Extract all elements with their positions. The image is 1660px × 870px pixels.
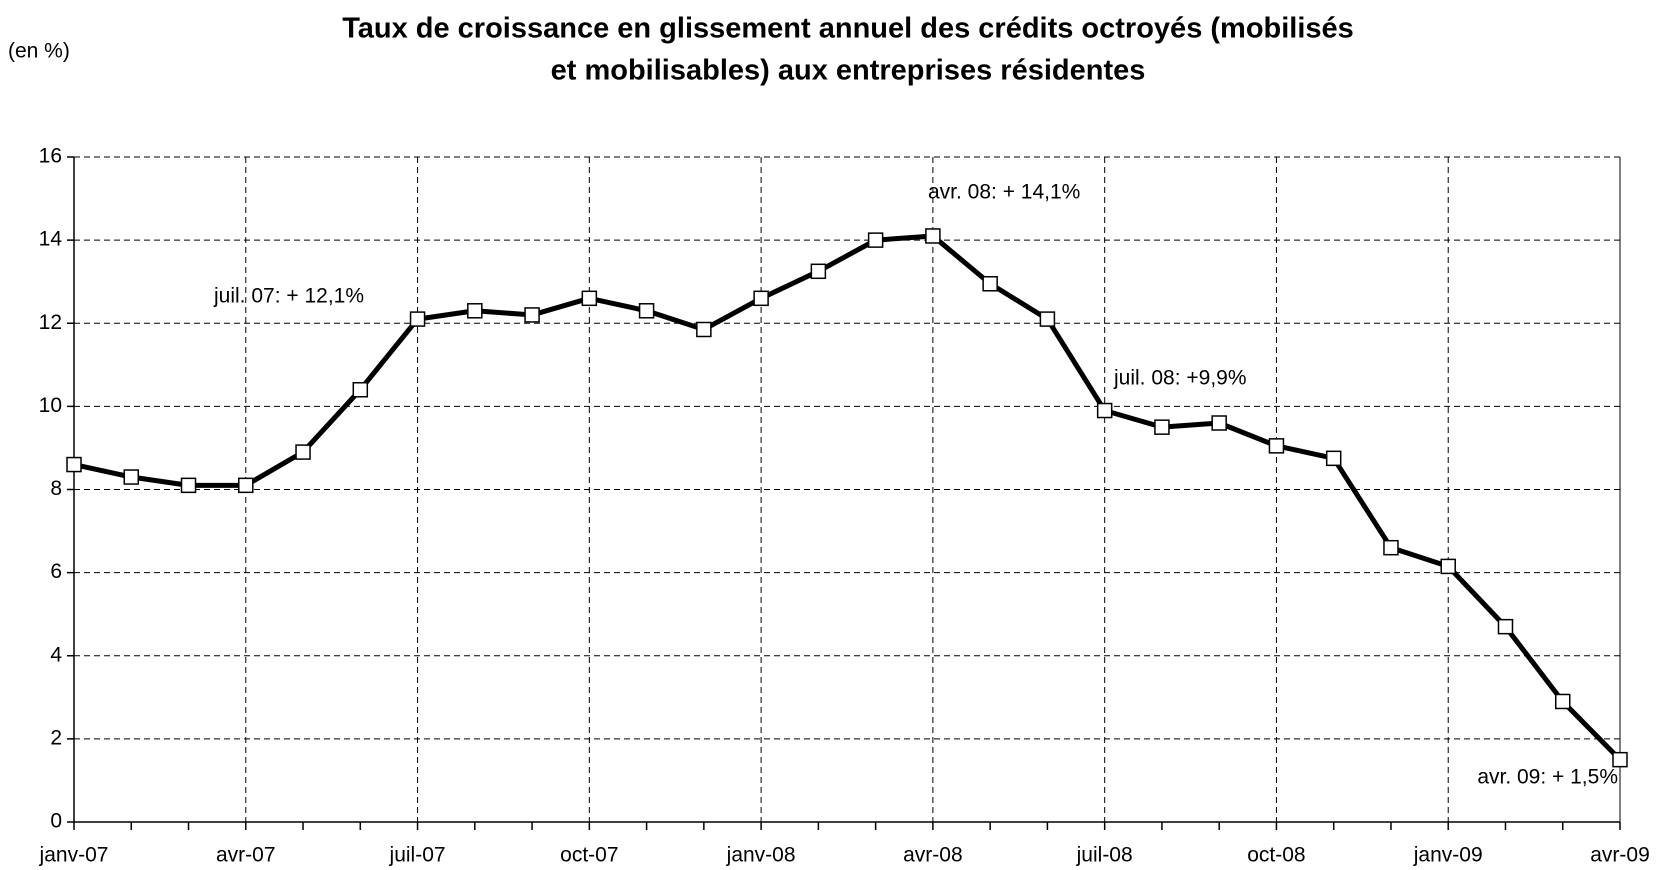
y-tick-label: 14 <box>39 228 63 251</box>
marker <box>180 477 197 494</box>
x-tick-label: juil-08 <box>1076 844 1133 867</box>
marker <box>1268 438 1285 454</box>
marker <box>123 469 140 485</box>
y-tick-label: 4 <box>50 643 62 666</box>
marker <box>982 276 998 292</box>
marker <box>1612 751 1628 768</box>
marker <box>1383 539 1399 556</box>
marker <box>696 321 712 338</box>
marker <box>1554 693 1571 710</box>
y-tick-label: 16 <box>39 145 62 168</box>
marker <box>66 456 82 473</box>
marker <box>295 444 311 460</box>
marker <box>1039 311 1056 327</box>
y-tick-label: 8 <box>50 477 62 500</box>
y-tick-label: 10 <box>39 394 62 417</box>
marker <box>352 382 369 398</box>
marker <box>409 311 426 327</box>
chart-title: Taux de croissance en glissement annuel … <box>342 13 1354 45</box>
marker <box>1211 415 1227 431</box>
annotation: juil. 07: + 12,1% <box>213 285 364 308</box>
chart-title: et mobilisables) aux entreprises résiden… <box>551 55 1146 87</box>
marker <box>1440 558 1456 575</box>
x-tick-label: avr-07 <box>216 844 276 867</box>
x-tick-label: oct-08 <box>1247 844 1305 867</box>
marker <box>238 477 254 494</box>
marker <box>810 263 827 280</box>
marker <box>867 232 884 248</box>
y-axis-label: (en %) <box>8 40 70 63</box>
annotation: juil. 08: +9,9% <box>1113 367 1247 390</box>
marker <box>925 228 941 244</box>
line <box>73 233 1622 762</box>
annotation: avr. 09: + 1,5% <box>1477 766 1618 789</box>
y-tick-label: 6 <box>50 560 62 583</box>
marker <box>753 290 769 307</box>
annotation: avr. 08: + 14,1% <box>928 181 1080 204</box>
x-tick-label: juil-07 <box>389 844 446 867</box>
y-tick-label: 12 <box>39 311 62 334</box>
marker <box>638 303 655 319</box>
x-tick-label: janv-09 <box>1413 844 1483 867</box>
marker <box>1096 402 1113 419</box>
x-tick-label: janv-07 <box>39 844 109 867</box>
x-tick-label: avr-08 <box>903 844 963 867</box>
marker <box>524 307 540 323</box>
marker <box>1325 450 1342 467</box>
marker <box>1154 419 1170 435</box>
x-tick-label: avr-09 <box>1590 844 1650 867</box>
y-tick-label: 0 <box>50 810 62 833</box>
marker <box>581 290 598 307</box>
y-tick-label: 2 <box>50 726 62 749</box>
marker <box>467 303 483 319</box>
x-tick-label: oct-07 <box>560 844 618 867</box>
x-tick-label: janv-08 <box>726 844 796 867</box>
marker <box>1497 618 1514 635</box>
